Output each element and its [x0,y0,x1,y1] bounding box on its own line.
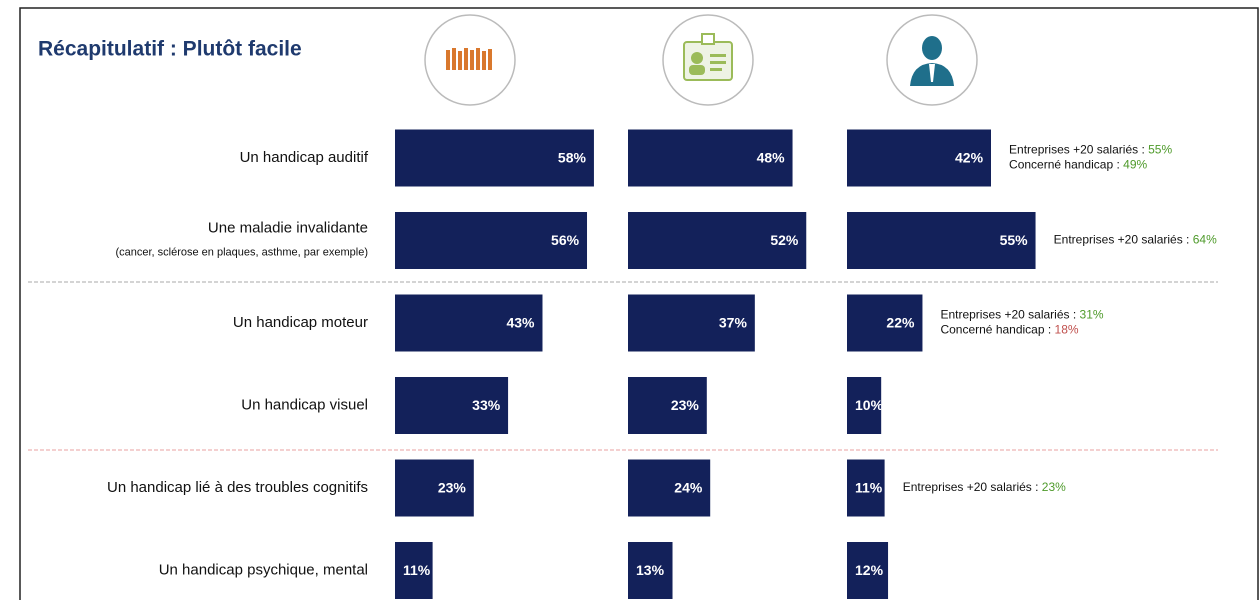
bar [847,377,882,434]
value-label: 23% [438,480,467,496]
value-label: 42% [955,150,984,166]
value-label: 12% [855,562,884,578]
bar [847,129,992,187]
annotation-text: Entreprises +20 salariés : [1054,233,1190,247]
annotation-value: 18% [1055,323,1079,337]
annotation-text: Concerné handicap : [940,323,1051,337]
annotation-value: 64% [1193,233,1217,247]
category-detail: (cancer, sclérose en plaques, asthme, pa… [115,246,368,258]
bar-clip: 12% [847,542,889,599]
bar-clip: 42% [847,129,992,187]
annotation-value: 49% [1123,158,1147,172]
frame [19,7,1259,600]
bar [628,129,793,187]
annotation-text: Entreprises +20 salariés : [940,308,1076,322]
bar-clip: 23% [628,377,707,434]
value-label: 33% [472,397,501,413]
value-label: 56% [551,232,580,248]
value-label: 58% [558,150,587,166]
bar-clip: 52% [628,212,807,269]
bar [628,459,711,517]
value-label: 10% [855,397,884,413]
category-label: Un handicap psychique, mental [159,561,368,578]
icon-person [886,14,978,106]
bar [628,212,807,269]
annotation-value: 23% [1042,480,1066,494]
annotation-text: Entreprises +20 salariés : [903,480,1039,494]
category-label: Un handicap moteur [233,314,368,331]
annotation: Entreprises +20 salariés : 55% [1009,143,1172,157]
bar [395,212,588,269]
bar [395,377,509,434]
icon-crowd [424,14,516,106]
bar [847,542,889,599]
bar-clip: 23% [395,459,474,517]
bar [628,294,755,352]
category-label: Un handicap visuel [241,396,368,413]
bar-clip: 11% [395,542,433,599]
bar [395,294,543,352]
value-label: 48% [757,150,786,166]
category-label: Un handicap auditif [240,149,369,166]
value-label: 24% [674,480,703,496]
bar-clip: 11% [847,459,885,517]
bar-clip: 43% [395,294,543,352]
title: Récapitulatif : Plutôt facile [38,38,302,61]
bar-clip: 48% [628,129,793,187]
bar [395,542,433,599]
bar-clip: 56% [395,212,588,269]
annotation: Concerné handicap : 49% [1009,158,1147,172]
bar [847,294,923,352]
bar-clip: 22% [847,294,923,352]
value-label: 22% [886,315,915,331]
bar [395,129,594,187]
annotation-text: Concerné handicap : [1009,158,1120,172]
value-label: 52% [770,232,799,248]
bar [628,542,673,599]
bar-clip: 55% [847,212,1036,269]
icon-badge [662,14,754,106]
value-label: 13% [636,562,665,578]
annotation: Entreprises +20 salariés : 64% [1054,233,1217,247]
value-label: 23% [671,397,700,413]
bar-clip: 37% [628,294,755,352]
value-label: 43% [506,315,535,331]
annotation-value: 55% [1148,143,1172,157]
bar-clip: 13% [628,542,673,599]
category-label: Un handicap lié à des troubles cognitifs [107,479,368,496]
bar [847,212,1036,269]
category-label: Une maladie invalidante [208,219,368,236]
bar-clip: 24% [628,459,711,517]
annotation-text: Entreprises +20 salariés : [1009,143,1145,157]
annotation: Concerné handicap : 18% [940,323,1078,337]
value-label: 11% [855,480,883,496]
value-label: 37% [719,315,748,331]
value-label: 55% [1000,232,1029,248]
bar [847,459,885,517]
bar [628,377,707,434]
annotation: Entreprises +20 salariés : 23% [903,480,1066,494]
bar-clip: 58% [395,129,594,187]
bar [395,459,474,517]
bar-clip: 10% [847,377,884,434]
value-label: 11% [403,562,431,578]
annotation-value: 31% [1080,308,1104,322]
bar-clip: 33% [395,377,509,434]
annotation: Entreprises +20 salariés : 31% [940,308,1103,322]
